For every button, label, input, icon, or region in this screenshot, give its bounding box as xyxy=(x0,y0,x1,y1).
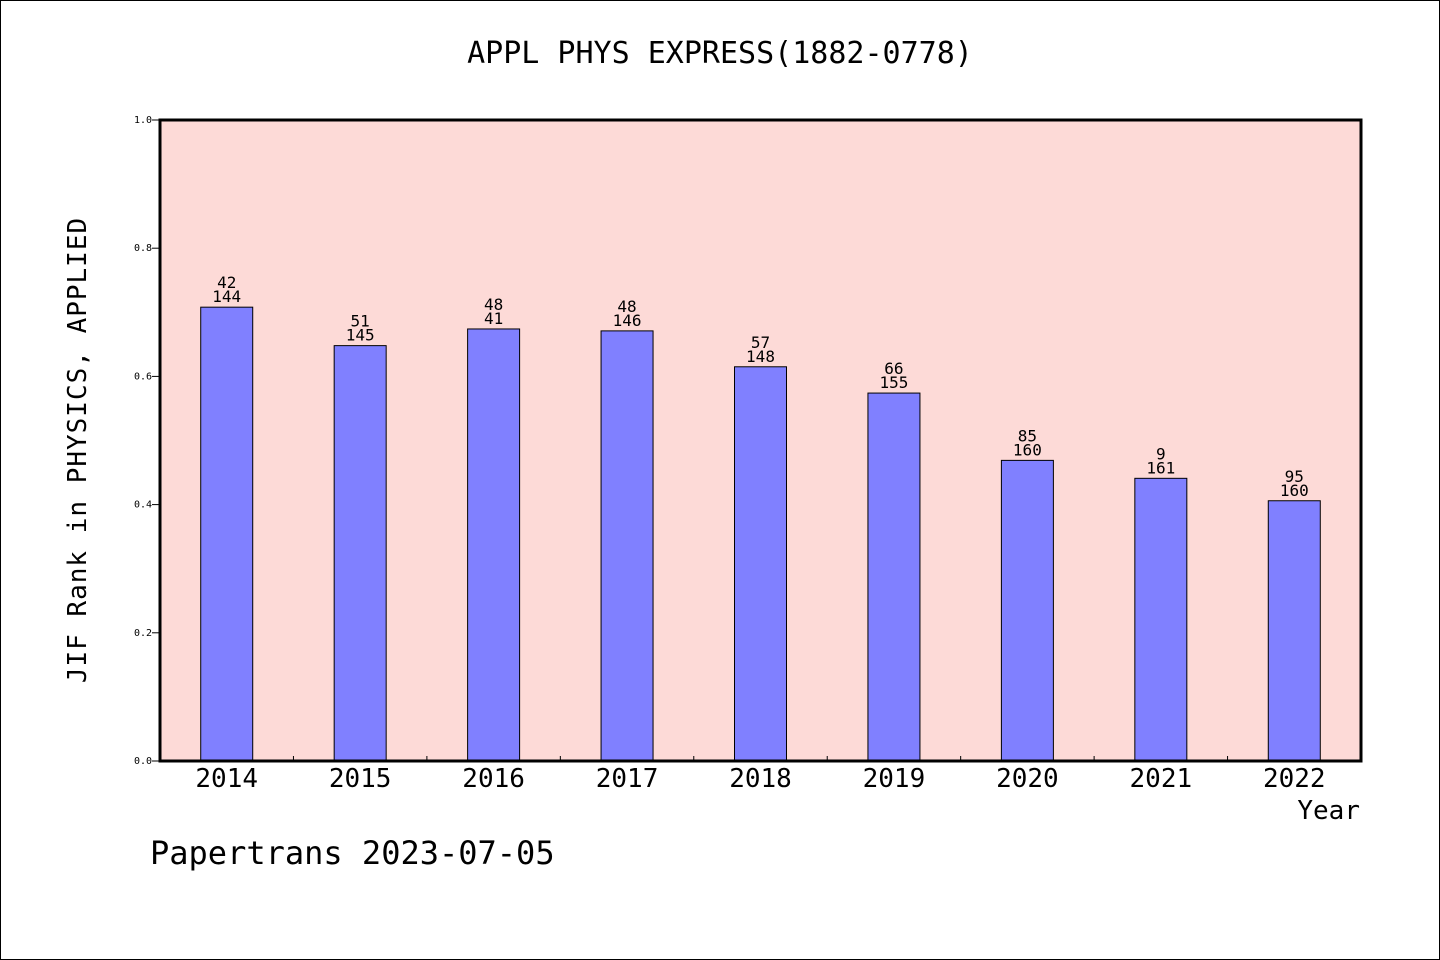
data-label-bottom: 146 xyxy=(613,311,642,330)
data-label-top: 42 xyxy=(217,273,236,292)
data-label-bottom: 145 xyxy=(346,326,375,345)
x-tick-label: 2014 xyxy=(195,764,258,794)
data-label-bottom: 144 xyxy=(212,287,241,306)
chart-title: APPL PHYS EXPRESS(1882-0778) xyxy=(467,36,973,71)
data-label-bottom: 161 xyxy=(1146,458,1175,477)
bar xyxy=(1134,477,1188,762)
x-tick-label: 2015 xyxy=(329,764,392,794)
bar xyxy=(600,330,654,762)
x-tick-label: 2019 xyxy=(863,764,926,794)
y-tick-label: 0.8 xyxy=(134,243,152,254)
footer-credit: Papertrans 2023-07-05 xyxy=(150,834,555,872)
x-tick-label: 2016 xyxy=(462,764,525,794)
y-tick-label: 0.0 xyxy=(134,756,152,767)
bar xyxy=(1267,500,1321,762)
data-label-top: 95 xyxy=(1285,467,1304,486)
x-tick-label: 2020 xyxy=(996,764,1059,794)
bar xyxy=(734,366,787,762)
data-label-bottom: 148 xyxy=(746,347,775,366)
bar xyxy=(200,306,254,762)
y-tick-label: 1.0 xyxy=(134,115,152,126)
x-tick-label: 2018 xyxy=(729,764,792,794)
bar xyxy=(867,392,921,762)
data-label-top: 85 xyxy=(1018,426,1037,445)
x-tick-label: 2021 xyxy=(1130,764,1193,794)
bar xyxy=(333,345,387,762)
data-label-top: 48 xyxy=(617,297,636,316)
data-label-bottom: 41 xyxy=(484,309,503,328)
data-label-bottom: 160 xyxy=(1280,481,1309,500)
data-label-top: 66 xyxy=(884,359,903,378)
data-label-top: 9 xyxy=(1156,444,1166,463)
data-label-bottom: 160 xyxy=(1013,440,1042,459)
plot-border xyxy=(158,118,1363,763)
data-label-top: 51 xyxy=(351,312,370,331)
x-axis-label: Year xyxy=(1297,796,1360,826)
x-tick-label: 2017 xyxy=(596,764,659,794)
bar xyxy=(467,328,521,762)
y-tick-label: 0.6 xyxy=(134,371,152,382)
bar xyxy=(1000,459,1054,762)
data-label-top: 48 xyxy=(484,295,503,314)
x-tick-label: 2022 xyxy=(1263,764,1326,794)
data-label-bottom: 155 xyxy=(879,373,908,392)
data-label-top: 57 xyxy=(751,333,770,352)
y-tick-label: 0.2 xyxy=(134,628,152,639)
y-tick-label: 0.4 xyxy=(134,500,152,511)
